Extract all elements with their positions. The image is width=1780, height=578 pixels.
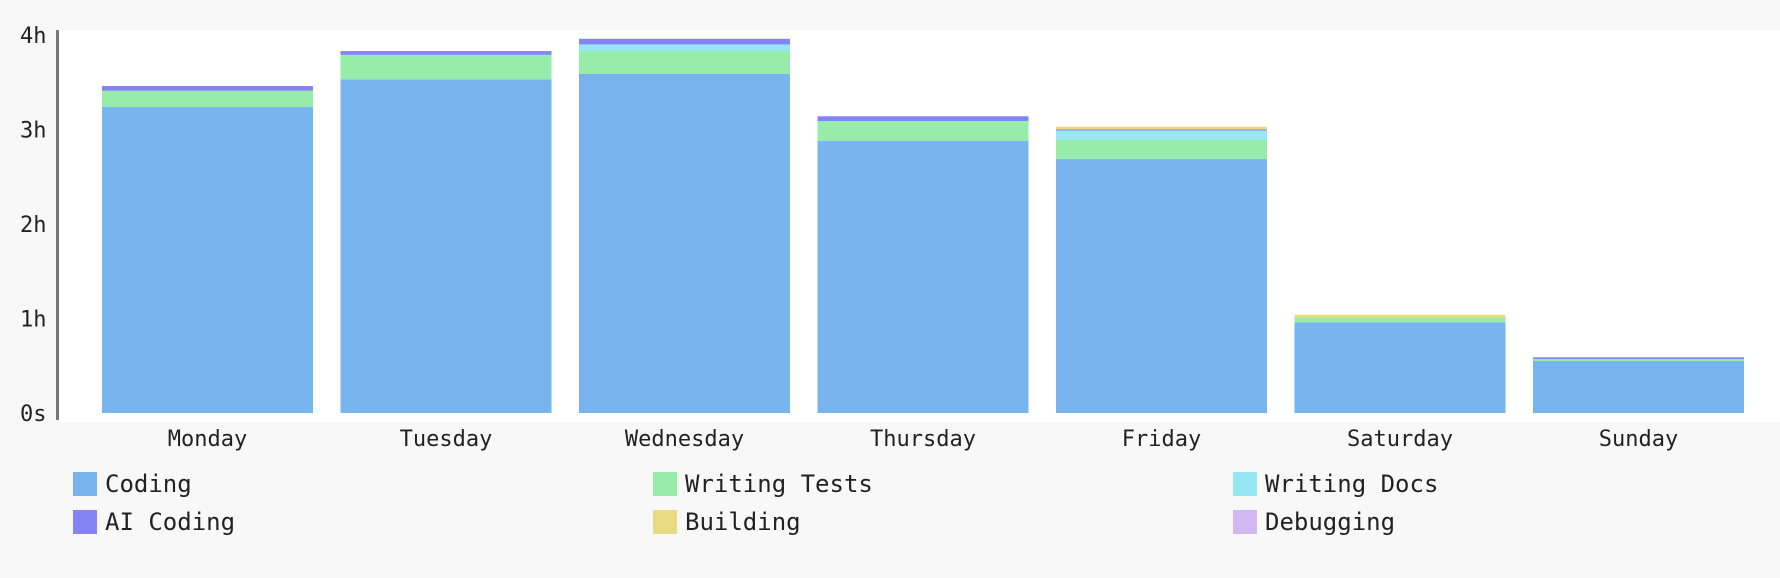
y-tick-label: 0s <box>20 402 47 427</box>
bar-segment-sunday-coding <box>1533 361 1744 413</box>
bar-segment-wednesday-writing-tests <box>579 51 790 74</box>
legend-swatch <box>653 472 677 496</box>
legend-swatch <box>653 510 677 534</box>
x-tick-label: Saturday <box>1347 427 1453 452</box>
bar-segment-wednesday-ai-coding <box>579 38 790 45</box>
legend: Coding Writing Tests Writing Docs AI Coding… <box>73 470 1633 536</box>
bar-segment-friday-coding <box>1056 158 1267 413</box>
bar-segment-saturday-coding <box>1294 322 1506 413</box>
bar-segment-tuesday-writing-tests <box>340 54 552 80</box>
legend-label: Debugging <box>1265 508 1396 536</box>
legend-swatch <box>1233 510 1257 534</box>
y-tick-label: 3h <box>20 119 47 144</box>
bar-segment-friday-building <box>1056 126 1267 130</box>
y-tick-label: 2h <box>20 213 47 238</box>
bar-segment-friday-ai-coding <box>1056 129 1267 131</box>
bar-segment-friday-writing-tests <box>1056 139 1267 159</box>
legend-item-building: Building <box>653 508 1233 536</box>
bar-segment-tuesday-coding <box>340 79 552 413</box>
legend-swatch <box>73 472 97 496</box>
y-tick-label: 4h <box>20 24 47 49</box>
x-tick-label: Tuesday <box>400 427 493 452</box>
legend-label: Writing Docs <box>1265 470 1439 498</box>
bar-segment-thursday-ai-coding <box>817 116 1029 121</box>
legend-label: Building <box>685 508 801 536</box>
bars-group <box>102 38 1744 414</box>
x-tick-labels: Monday Tuesday Wednesday Thursday Friday Satu… <box>168 427 1678 452</box>
legend-item-debugging: Debugging <box>1233 508 1633 536</box>
stacked-bar-chart: 0s 1h 2h 3h 4h Monday Tuesday Wednesday Thursda… <box>20 24 1744 452</box>
y-tick-label: 1h <box>20 308 47 333</box>
legend-label: Coding <box>105 470 192 498</box>
x-tick-label: Sunday <box>1599 427 1678 452</box>
bar-segment-monday-ai-coding <box>102 86 313 91</box>
bar-segment-saturday-building <box>1294 314 1506 318</box>
bar-segment-sunday-ai-coding <box>1533 357 1744 360</box>
x-tick-label: Thursday <box>870 427 976 452</box>
legend-swatch <box>73 510 97 534</box>
legend-swatch <box>1233 472 1257 496</box>
legend-item-ai-coding: AI Coding <box>73 508 653 536</box>
bar-segment-sunday-writing-tests <box>1533 359 1744 362</box>
bar-segment-thursday-coding <box>817 140 1029 413</box>
legend-item-coding: Coding <box>73 470 653 498</box>
bar-segment-wednesday-writing-docs <box>579 44 790 52</box>
legend-label: AI Coding <box>105 508 236 536</box>
bar-segment-wednesday-coding <box>579 73 790 414</box>
bar-segment-tuesday-ai-coding <box>340 51 552 55</box>
bar-segment-monday-writing-tests <box>102 90 313 107</box>
bar-segment-thursday-writing-tests <box>817 120 1029 141</box>
x-tick-label: Wednesday <box>625 427 744 452</box>
legend-item-writing-docs: Writing Docs <box>1233 470 1633 498</box>
bar-segment-monday-coding <box>102 106 313 413</box>
bar-segment-saturday-writing-tests <box>1294 317 1506 323</box>
bar-segment-friday-writing-docs <box>1056 130 1267 140</box>
y-tick-labels: 0s 1h 2h 3h 4h <box>20 24 47 427</box>
legend-item-writing-tests: Writing Tests <box>653 470 1233 498</box>
legend-label: Writing Tests <box>685 470 873 498</box>
x-tick-label: Friday <box>1122 427 1201 452</box>
x-tick-label: Monday <box>168 427 247 452</box>
